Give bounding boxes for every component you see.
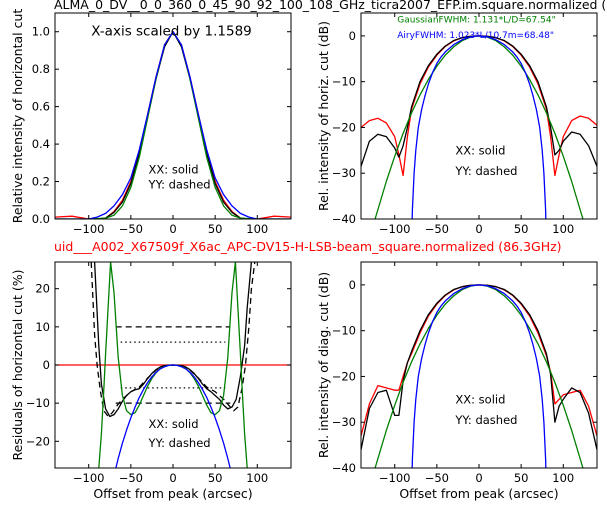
plot-area <box>361 35 597 219</box>
y-tick-label: 0 <box>349 278 356 292</box>
x-tick-label: 100 <box>246 222 268 236</box>
x-axis-label: Offset from peak (arcsec) <box>93 486 252 501</box>
series-line-1 <box>93 262 253 418</box>
y-tick-label: −30 <box>332 166 356 180</box>
y-tick-label: 10 <box>35 320 50 334</box>
x-axis-label: Offset from peak (arcsec) <box>399 486 558 501</box>
series-line-4 <box>411 284 547 468</box>
y-tick-label: −40 <box>332 212 356 226</box>
x-tick-label: 50 <box>514 222 529 236</box>
y-tick-label: −20 <box>332 120 356 134</box>
figure-mid-title: uid___A002_X67509f_X6ac_APC-DV15-H-LSB-b… <box>54 239 562 254</box>
x-tick-label: 50 <box>208 222 223 236</box>
x-tick-label: −100 <box>73 471 105 485</box>
annotation-2: YY: dashed <box>148 436 211 450</box>
chart-panel-1: −100 −50 0 50 100 0.0 0.2 0.4 0.6 0.8 1.0 Relative … <box>10 9 292 236</box>
annotation-1: XX: solid <box>455 392 505 406</box>
x-tick-label: −50 <box>425 222 449 236</box>
y-tick-label: −20 <box>26 434 50 448</box>
y-tick-label: 0.2 <box>32 175 50 189</box>
plot-frame <box>360 12 598 220</box>
x-tick-label: 0 <box>475 471 482 485</box>
y-tick-label: −40 <box>332 461 356 475</box>
x-tick-label: 100 <box>552 471 574 485</box>
x-tick-label: −100 <box>379 222 411 236</box>
annotation-1: XX: solid <box>149 417 199 431</box>
x-tick-label: −50 <box>119 471 143 485</box>
y-axis-label: Rel. intensity of horiz. cut (dB) <box>316 21 331 211</box>
annotation-1: X-axis scaled by 1.1589 <box>91 24 252 40</box>
y-tick-label: 0.6 <box>32 100 50 114</box>
y-tick-label: 1.0 <box>32 25 50 39</box>
x-tick-label: 0 <box>169 471 176 485</box>
x-tick-label: −50 <box>425 471 449 485</box>
x-tick-label: −50 <box>119 222 143 236</box>
annotation-4: YY: dashed <box>454 164 517 178</box>
plot-area <box>55 262 291 468</box>
y-tick-label: 0 <box>349 29 356 43</box>
annotation-2: XX: solid <box>149 162 199 176</box>
x-tick-label: 100 <box>246 471 268 485</box>
annotation-1: GaussianFWHM: 1.131*L/D=67.54" <box>397 15 555 25</box>
x-tick-label: −100 <box>379 471 411 485</box>
y-axis-label: Relative intensity of horizontal cut <box>10 9 25 224</box>
annotation-2: YY: dashed <box>454 413 517 427</box>
series-line-4 <box>115 364 231 468</box>
x-tick-label: 50 <box>514 471 529 485</box>
annotation-3: XX: solid <box>455 143 505 157</box>
x-tick-label: 0 <box>475 222 482 236</box>
y-axis-label: Rel. intensity of diag. cut (dB) <box>316 272 331 458</box>
y-tick-label: −20 <box>332 369 356 383</box>
y-tick-label: 0.8 <box>32 62 50 76</box>
y-tick-label: −10 <box>332 75 356 89</box>
y-tick-label: −10 <box>332 324 356 338</box>
x-tick-label: 50 <box>208 471 223 485</box>
plot-frame <box>360 261 598 469</box>
y-tick-label: −30 <box>332 415 356 429</box>
x-tick-label: −100 <box>73 222 105 236</box>
y-axis-label: Residuals of horizontal cut (%) <box>10 270 25 461</box>
x-tick-label: 100 <box>552 222 574 236</box>
y-tick-label: 0.0 <box>32 212 50 226</box>
charts-container: −100 −50 0 50 1000.00.20.40.60.81.0Relative … <box>10 9 598 501</box>
series-line-4 <box>55 31 291 219</box>
series-line-4 <box>411 35 547 219</box>
annotation-3: YY: dashed <box>148 177 211 191</box>
x-tick-label: 0 <box>169 222 176 236</box>
y-tick-label: 0.4 <box>32 137 50 151</box>
y-tick-label: 0 <box>43 358 50 372</box>
plot-area <box>55 31 291 219</box>
annotation-2: AiryFWHM: 1.023*L/10.7m=68.48" <box>397 31 554 41</box>
series-line-2 <box>90 262 256 418</box>
y-tick-label: 20 <box>35 282 50 296</box>
figure-top-title: ALMA_0_DV__0_0_360_0_45_90_92_100_108_GH… <box>54 0 606 12</box>
y-tick-label: −10 <box>26 396 50 410</box>
plot-area <box>361 284 597 468</box>
